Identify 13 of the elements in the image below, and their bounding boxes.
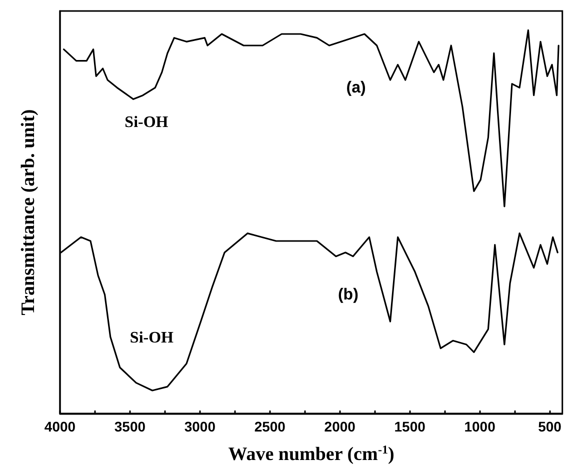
x-tick-label: 3500 (114, 418, 146, 434)
annotation: Si-OH (124, 114, 169, 132)
y-axis-title: Transmittance (arb. unit) (18, 109, 39, 316)
x-tick-label: 3000 (184, 418, 216, 434)
annotation: (b) (338, 286, 358, 304)
annotation: (a) (346, 80, 366, 97)
x-tick-label: 4000 (44, 418, 76, 434)
x-tick-label: 1500 (394, 418, 426, 434)
annotation: Si-OH (130, 329, 174, 346)
x-tick-label: 2000 (324, 418, 356, 434)
x-tick-label: 2500 (254, 418, 286, 434)
x-tick-label: 1000 (464, 418, 496, 434)
x-tick-label: 500 (538, 418, 562, 434)
